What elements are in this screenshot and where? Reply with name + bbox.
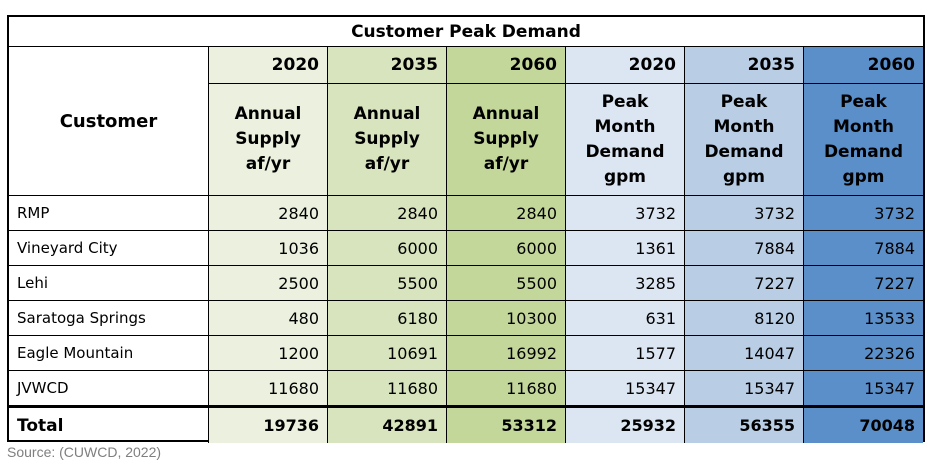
year-header-supply-2035: 2035: [328, 47, 447, 84]
row-name-eagle-mountain: Eagle Mountain: [9, 336, 209, 371]
table-cell: 1036: [209, 231, 328, 266]
subheader-peak-demand-2060: Peak Month Demand gpm: [804, 84, 923, 196]
year-header-demand-2020: 2020: [566, 47, 685, 84]
table-cell: 1577: [566, 336, 685, 371]
customer-peak-demand-table: Customer Peak Demand Customer 2020 2035 …: [7, 15, 925, 443]
table-cell: 631: [566, 301, 685, 336]
table-title: Customer Peak Demand: [9, 17, 923, 47]
table-cell: 8120: [685, 301, 804, 336]
subheader-line: gpm: [722, 166, 766, 187]
table-cell: 6000: [328, 231, 447, 266]
subheader-line: Demand: [823, 141, 904, 162]
total-cell: 42891: [328, 406, 447, 443]
subheader-line: Demand: [704, 141, 784, 162]
subheader-line: Annual: [353, 104, 421, 124]
subheader-line: af/yr: [364, 154, 410, 174]
source-caption: Source: (CUWCD, 2022): [7, 444, 162, 460]
total-cell: 19736: [209, 406, 328, 443]
table-cell: 480: [209, 301, 328, 336]
table-cell: 22326: [804, 336, 923, 371]
table-cell: 3285: [566, 266, 685, 301]
table-cell: 2840: [447, 196, 566, 231]
row-name-vineyard-city: Vineyard City: [9, 231, 209, 266]
table-cell: 3732: [685, 196, 804, 231]
subheader-line: Month: [833, 116, 894, 137]
table-cell: 2840: [328, 196, 447, 231]
table-cell: 1361: [566, 231, 685, 266]
subheader-annual-supply-2020: Annual Supply af/yr: [209, 84, 328, 196]
table-cell: 2840: [209, 196, 328, 231]
table-cell: 7227: [804, 266, 923, 301]
table-cell: 15347: [685, 371, 804, 406]
subheader-peak-demand-2020: Peak Month Demand gpm: [566, 84, 685, 196]
subheader-line: Supply: [354, 129, 420, 149]
row-name-rmp: RMP: [9, 196, 209, 231]
year-header-demand-2035: 2035: [685, 47, 804, 84]
subheader-line: Month: [713, 116, 775, 137]
table-cell: 3732: [804, 196, 923, 231]
table-cell: 10300: [447, 301, 566, 336]
table-cell: 5500: [328, 266, 447, 301]
subheader-annual-supply-2060: Annual Supply af/yr: [447, 84, 566, 196]
total-cell: 25932: [566, 406, 685, 443]
row-name-saratoga-springs: Saratoga Springs: [9, 301, 209, 336]
table-cell: 7884: [685, 231, 804, 266]
subheader-line: af/yr: [245, 154, 291, 174]
subheader-annual-supply-2035: Annual Supply af/yr: [328, 84, 447, 196]
subheader-line: gpm: [603, 166, 647, 187]
table-cell: 15347: [566, 371, 685, 406]
table-cell: 11680: [209, 371, 328, 406]
year-header-supply-2020: 2020: [209, 47, 328, 84]
table-cell: 6180: [328, 301, 447, 336]
table-cell: 1200: [209, 336, 328, 371]
table-cell: 7884: [804, 231, 923, 266]
table-cell: 13533: [804, 301, 923, 336]
year-header-supply-2060: 2060: [447, 47, 566, 84]
subheader-line: Peak: [720, 91, 768, 112]
total-cell: 53312: [447, 406, 566, 443]
subheader-line: Month: [594, 116, 656, 137]
table-cell: 11680: [328, 371, 447, 406]
subheader-line: Annual: [234, 104, 302, 124]
table-cell: 15347: [804, 371, 923, 406]
row-name-lehi: Lehi: [9, 266, 209, 301]
subheader-line: Peak: [601, 91, 649, 112]
table-cell: 2500: [209, 266, 328, 301]
subheader-line: Demand: [585, 141, 665, 162]
subheader-line: gpm: [842, 166, 885, 187]
table-cell: 7227: [685, 266, 804, 301]
subheader-line: Supply: [473, 129, 539, 149]
table-cell: 14047: [685, 336, 804, 371]
subheader-peak-demand-2035: Peak Month Demand gpm: [685, 84, 804, 196]
subheader-line: Supply: [235, 129, 301, 149]
table-cell: 5500: [447, 266, 566, 301]
table-cell: 10691: [328, 336, 447, 371]
table-cell: 16992: [447, 336, 566, 371]
subheader-line: af/yr: [483, 154, 529, 174]
customer-column-header: Customer: [9, 47, 209, 196]
total-cell: 56355: [685, 406, 804, 443]
total-cell: 70048: [804, 406, 923, 443]
row-name-total: Total: [9, 406, 209, 443]
table-cell: 11680: [447, 371, 566, 406]
subheader-line: Annual: [472, 104, 540, 124]
year-header-demand-2060: 2060: [804, 47, 923, 84]
subheader-line: Peak: [840, 91, 887, 112]
table-cell: 3732: [566, 196, 685, 231]
table-cell: 6000: [447, 231, 566, 266]
row-name-jvwcd: JVWCD: [9, 371, 209, 406]
